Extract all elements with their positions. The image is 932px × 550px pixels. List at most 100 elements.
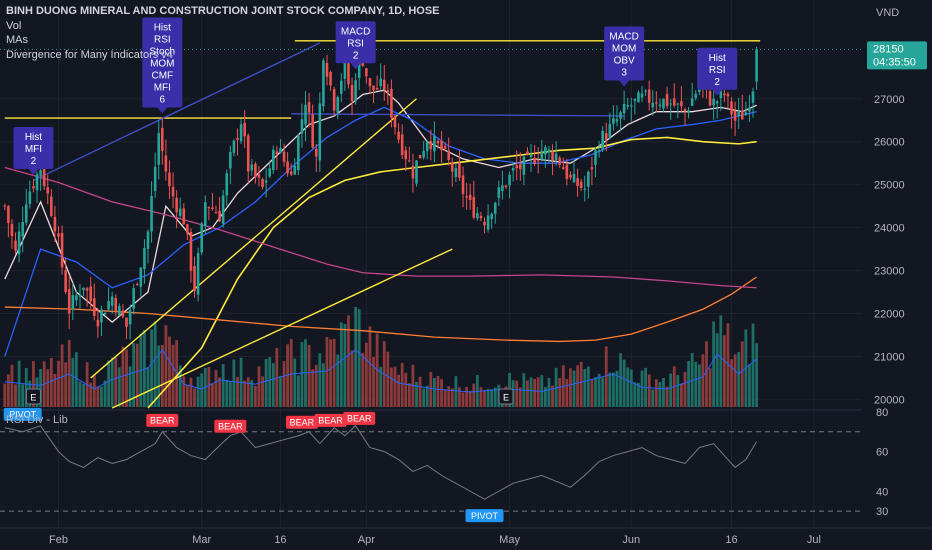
bear-tag[interactable]: BEAR <box>314 413 347 427</box>
pivot-tag[interactable]: PIVOT <box>465 509 504 523</box>
candle-body <box>318 103 322 161</box>
volume-bar <box>325 337 329 407</box>
candle-body <box>719 90 723 99</box>
bear-tag[interactable]: BEAR <box>146 413 179 427</box>
candle-body <box>246 135 250 172</box>
candle-body <box>85 288 89 291</box>
volume-bar <box>586 366 590 407</box>
candle-body <box>683 109 687 112</box>
trend-line[interactable] <box>291 113 625 117</box>
candle-body <box>533 157 536 165</box>
candle-body <box>422 150 425 158</box>
candle-body <box>583 188 587 190</box>
candle-body <box>740 110 744 120</box>
volume-bar <box>24 367 28 407</box>
trend-line[interactable] <box>111 248 453 409</box>
candle-body <box>139 267 143 287</box>
candle-body <box>411 166 415 179</box>
candle-body <box>343 57 347 79</box>
price-tick-label: 25000 <box>874 180 905 192</box>
price-axis: VND 20000 21000 22000 23000 24000 25000 26000 27… <box>862 0 932 550</box>
volume-bar <box>185 384 189 407</box>
candle-body <box>7 206 10 223</box>
candle-body <box>332 89 336 111</box>
volume-bar <box>17 360 21 407</box>
volume-bar <box>57 360 60 407</box>
volume-bar <box>64 362 68 407</box>
volume-bar <box>300 342 304 407</box>
volume-bar <box>433 377 436 407</box>
rsi-pane-label: RSI Div - Lib <box>6 414 68 426</box>
volume-bar <box>647 374 651 407</box>
rsi-tick-label: 60 <box>876 447 888 459</box>
earnings-marker[interactable]: E <box>25 388 41 405</box>
bear-tag[interactable]: BEAR <box>285 415 318 429</box>
bear-tag[interactable]: BEAR <box>343 411 376 425</box>
candle-body <box>508 174 511 186</box>
divergence-label-box <box>604 26 645 81</box>
tag-label: BEAR <box>150 416 175 426</box>
volume-bar <box>264 358 268 407</box>
candle-body <box>311 114 314 148</box>
bar-countdown: 04:35:50 <box>873 56 916 68</box>
volume-bar <box>665 386 669 407</box>
bear-tag[interactable]: BEAR <box>214 419 247 433</box>
price-tick-label: 27000 <box>874 94 905 106</box>
volume-bar <box>135 343 139 407</box>
earnings-marker[interactable]: E <box>498 388 514 405</box>
time-tick-label: Jun <box>622 534 640 546</box>
volume-bar <box>629 369 633 407</box>
trend-line[interactable] <box>33 42 321 182</box>
candle-body <box>279 147 282 153</box>
candle-body <box>408 160 411 162</box>
volume-bar <box>279 375 282 407</box>
volume-bar <box>71 357 75 407</box>
volume-bar <box>379 366 383 407</box>
volume-bar <box>364 342 368 407</box>
candle-body <box>135 284 139 286</box>
candle-body <box>161 127 164 151</box>
price-tick-label: 22000 <box>874 309 905 321</box>
volume-bar <box>400 362 404 407</box>
volume-bar <box>107 360 110 407</box>
volume-bar <box>526 380 529 407</box>
volume-bar <box>737 352 741 407</box>
volume-bar <box>150 329 153 407</box>
volume-bar <box>554 367 558 407</box>
candle-body <box>465 196 468 198</box>
pivot-tag[interactable]: PIVOT <box>3 407 42 421</box>
candle-body <box>100 309 103 323</box>
time-tick-label: 16 <box>274 534 286 546</box>
volume-bar <box>612 372 615 407</box>
volume-bar <box>250 380 254 407</box>
rsi-line <box>4 425 758 500</box>
volume-bar <box>483 390 486 407</box>
candle-body <box>96 319 100 327</box>
candle-body <box>89 286 92 302</box>
candle-body <box>676 103 680 105</box>
volume-bar <box>558 378 562 407</box>
candle-body <box>637 92 640 103</box>
volume-bar <box>6 374 10 407</box>
divergence-label-text: MOM <box>612 44 636 55</box>
time-tick-label: Feb <box>49 534 68 546</box>
divergence-label-text: Stoch <box>150 47 176 58</box>
volume-bar <box>243 380 247 407</box>
trend-line[interactable] <box>90 98 417 379</box>
candle-body <box>490 213 493 220</box>
volume-bar <box>715 333 719 407</box>
tag-box <box>314 413 347 427</box>
candle-body <box>655 102 658 104</box>
volume-bar <box>393 366 397 407</box>
volume-bar <box>719 315 723 407</box>
candle-body <box>50 196 53 216</box>
